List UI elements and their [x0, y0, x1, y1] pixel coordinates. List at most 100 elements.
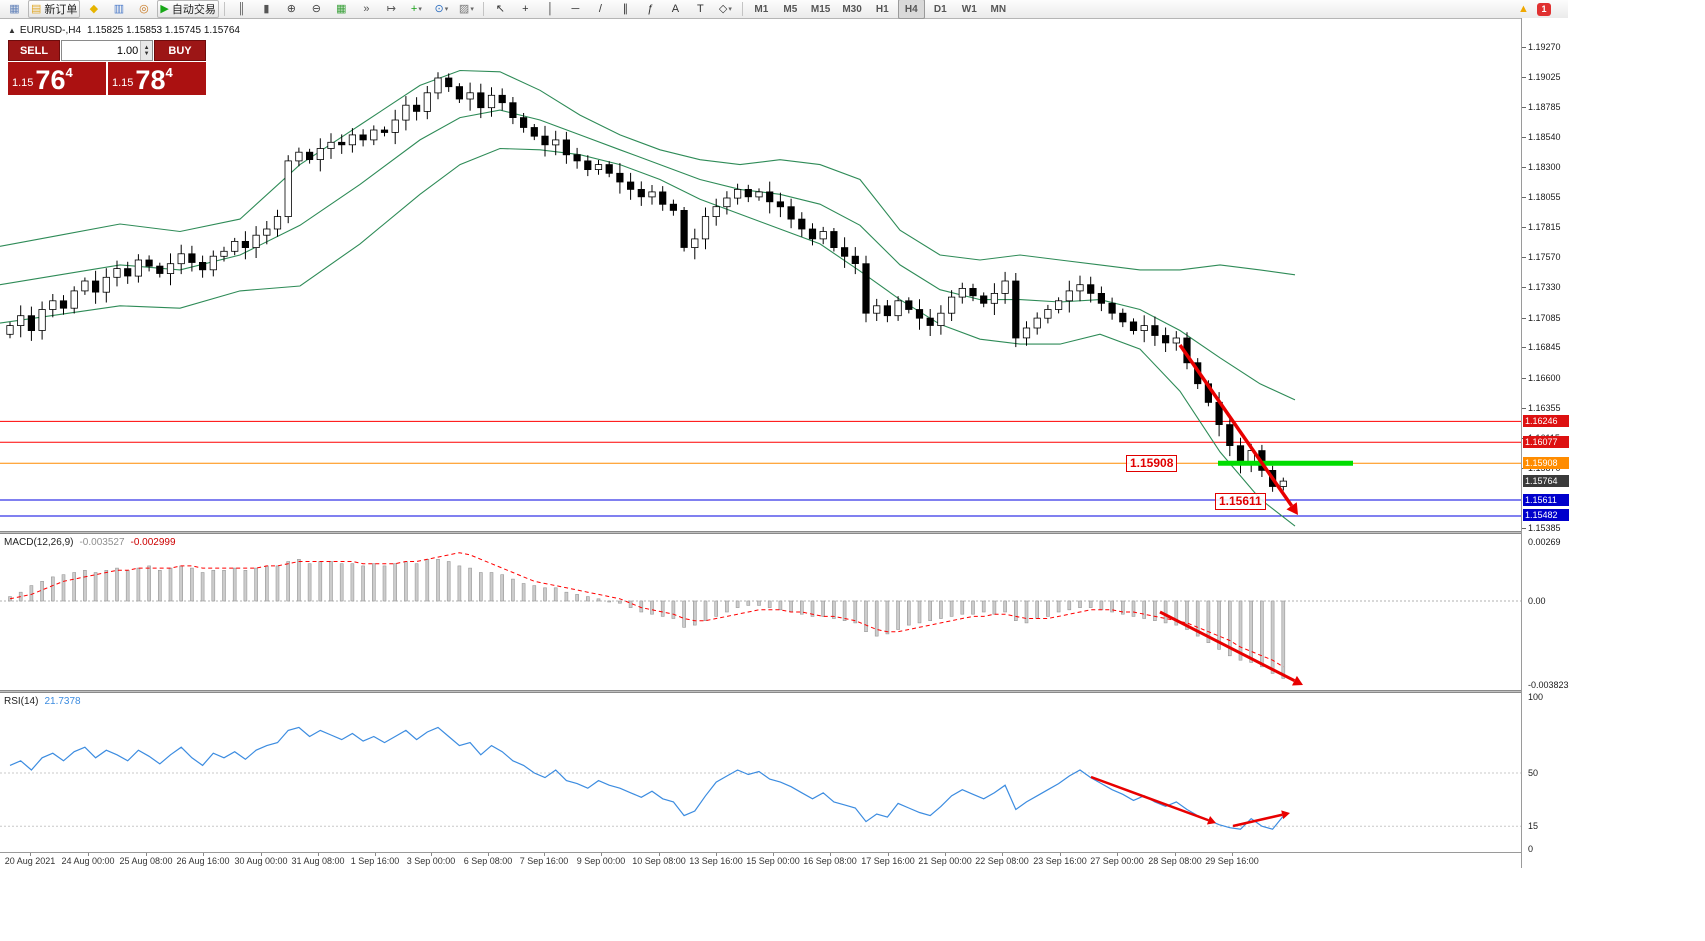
rsi-canvas[interactable] [0, 693, 1521, 852]
zoom-in-icon[interactable]: ⊕ [280, 0, 303, 18]
arrows-icon[interactable]: ◇ ▾ [714, 0, 737, 18]
timeframe-d1[interactable]: D1 [933, 3, 947, 15]
price-tickmark [1522, 197, 1526, 199]
zoom-in-icon-glyph: ⊕ [286, 2, 296, 15]
timeframe-m1[interactable]: M1 [754, 3, 769, 15]
price-tickmark [1522, 167, 1526, 169]
channel-icon[interactable]: ∥ [614, 0, 637, 18]
tile-windows-icon[interactable]: ▦ [330, 0, 353, 18]
price-tick: 1.16355 [1528, 402, 1561, 413]
price-tick: 1.17570 [1528, 252, 1561, 263]
caret-down-icon: ▾ [418, 6, 422, 13]
metaeditor-icon[interactable]: ◆ [82, 0, 105, 18]
collapse-triangle-icon[interactable]: ▲ [8, 26, 16, 35]
time-axis-label: 29 Sep 16:00 [1205, 856, 1259, 866]
horizontal-line-icon-glyph: ─ [571, 2, 580, 15]
text-label-icon[interactable]: T [689, 0, 712, 18]
time-axis-label: 24 Aug 00:00 [61, 856, 115, 866]
cursor-icon[interactable]: ↖ [489, 0, 512, 18]
price-note[interactable]: 1.15908 [1126, 455, 1178, 472]
price-axis[interactable]: 1.19270 1.19025 1.18785 1.18540 1.18300 1.180… [1521, 18, 1582, 868]
text-icon[interactable]: A [664, 0, 687, 18]
time-tickmark [30, 853, 31, 856]
price-tickmark [1522, 227, 1526, 229]
time-tickmark [830, 853, 831, 856]
macd-canvas[interactable] [0, 534, 1521, 690]
market-watch-icon[interactable]: ▥ [107, 0, 130, 18]
time-tickmark [431, 853, 432, 856]
timeframe-m30[interactable]: M30 [842, 3, 862, 15]
timeframe-w1[interactable]: W1 [961, 3, 977, 15]
arrows-icon-glyph: ◇ [718, 2, 728, 15]
bid-price-display[interactable]: 1.15 76 4 [8, 62, 106, 95]
notification-badge[interactable]: 1 [1537, 2, 1551, 16]
auto-scroll-icon[interactable]: » [355, 0, 378, 18]
chart-candles-icon-glyph: ▮ [263, 2, 270, 15]
timeframe-h4[interactable]: H4 [897, 0, 925, 19]
time-axis-label: 23 Sep 16:00 [1033, 856, 1087, 866]
vertical-line-icon[interactable]: │ [539, 0, 562, 18]
fibonacci-icon-glyph: ƒ [647, 2, 654, 15]
price-tickmark [1522, 528, 1526, 529]
timeframe-m5[interactable]: M5 [783, 3, 798, 15]
chart-shift-icon-glyph: ↦ [386, 2, 396, 15]
volume-spinner[interactable]: ▲ ▼ [140, 41, 152, 60]
new-order-button[interactable]: ▤ 新订单 [28, 0, 81, 18]
timeframe-h1[interactable]: H1 [875, 3, 889, 15]
trendline-icon-glyph: / [598, 2, 602, 15]
crosshair-icon-glyph: + [522, 2, 529, 15]
toolbar-separator [223, 2, 225, 16]
chart-window-icon-glyph: ▦ [9, 2, 20, 15]
sell-button[interactable]: SELL [8, 40, 60, 61]
price-badge: 1.15482 [1523, 509, 1569, 522]
price-tickmark [1522, 347, 1526, 349]
price-note[interactable]: 1.15611 [1215, 493, 1266, 510]
time-axis-label: 31 Aug 08:00 [291, 856, 345, 866]
macd-axis-label: 0.00269 [1528, 537, 1561, 547]
time-tickmark [488, 853, 489, 856]
strategy-tester-icon[interactable]: ◎ [132, 0, 155, 18]
templates-icon[interactable]: ▨ ▾ [455, 0, 478, 18]
macd-axis-label: -0.003823 [1528, 679, 1569, 690]
chart-shift-icon[interactable]: ↦ [380, 0, 403, 18]
channel-icon-glyph: ∥ [622, 2, 629, 15]
indicators-icon[interactable]: + ▾ [405, 0, 428, 18]
panel-splitter[interactable] [0, 690, 1568, 693]
timeframe-m15[interactable]: M15 [810, 3, 831, 15]
volume-input[interactable] [62, 41, 141, 60]
chart-candles-icon[interactable]: ▮ [255, 0, 278, 18]
timeframe-mn[interactable]: MN [990, 3, 1007, 15]
panel-splitter[interactable] [0, 531, 1568, 534]
price-tick: 1.18300 [1528, 162, 1561, 173]
alert-icon[interactable]: ▲ [1512, 0, 1535, 18]
fibonacci-icon[interactable]: ƒ [639, 0, 662, 18]
periods-icon[interactable]: ⊙ ▾ [430, 0, 453, 18]
time-axis-label: 1 Sep 16:00 [350, 856, 400, 866]
macd-signal-value: -0.002999 [130, 537, 176, 548]
time-axis[interactable]: 20 Aug 2021 24 Aug 00:00 25 Aug 08:00 26 Au… [0, 852, 1521, 869]
time-tickmark [773, 853, 774, 856]
trendline-icon[interactable]: / [589, 0, 612, 18]
chart-window-icon[interactable]: ▦ [3, 0, 26, 18]
crosshair-icon[interactable]: + [514, 0, 537, 18]
main-chart-canvas[interactable] [0, 18, 1521, 531]
volume-up-icon[interactable]: ▲ [143, 44, 150, 51]
volume-down-icon[interactable]: ▼ [143, 50, 150, 57]
autotrading-button[interactable]: ▶ 自动交易 [157, 0, 219, 18]
price-badge: 1.15611 [1523, 493, 1569, 506]
horizontal-line-icon[interactable]: ─ [564, 0, 587, 18]
time-axis-label: 22 Sep 08:00 [975, 856, 1029, 866]
time-tickmark [716, 853, 717, 856]
ask-price-display[interactable]: 1.15 78 4 [108, 62, 206, 95]
buy-button[interactable]: BUY [154, 40, 206, 61]
price-tick: 1.18540 [1528, 132, 1561, 143]
chart-bars-icon[interactable]: ║ [230, 0, 253, 18]
time-tickmark [1232, 853, 1233, 856]
autotrading-button-icon: ▶ [160, 2, 169, 15]
time-axis-label: 7 Sep 16:00 [519, 856, 569, 866]
zoom-out-icon[interactable]: ⊖ [305, 0, 328, 18]
time-tickmark [1002, 853, 1003, 856]
toolbar-separator [741, 2, 743, 16]
price-tick: 1.16600 [1528, 372, 1561, 383]
